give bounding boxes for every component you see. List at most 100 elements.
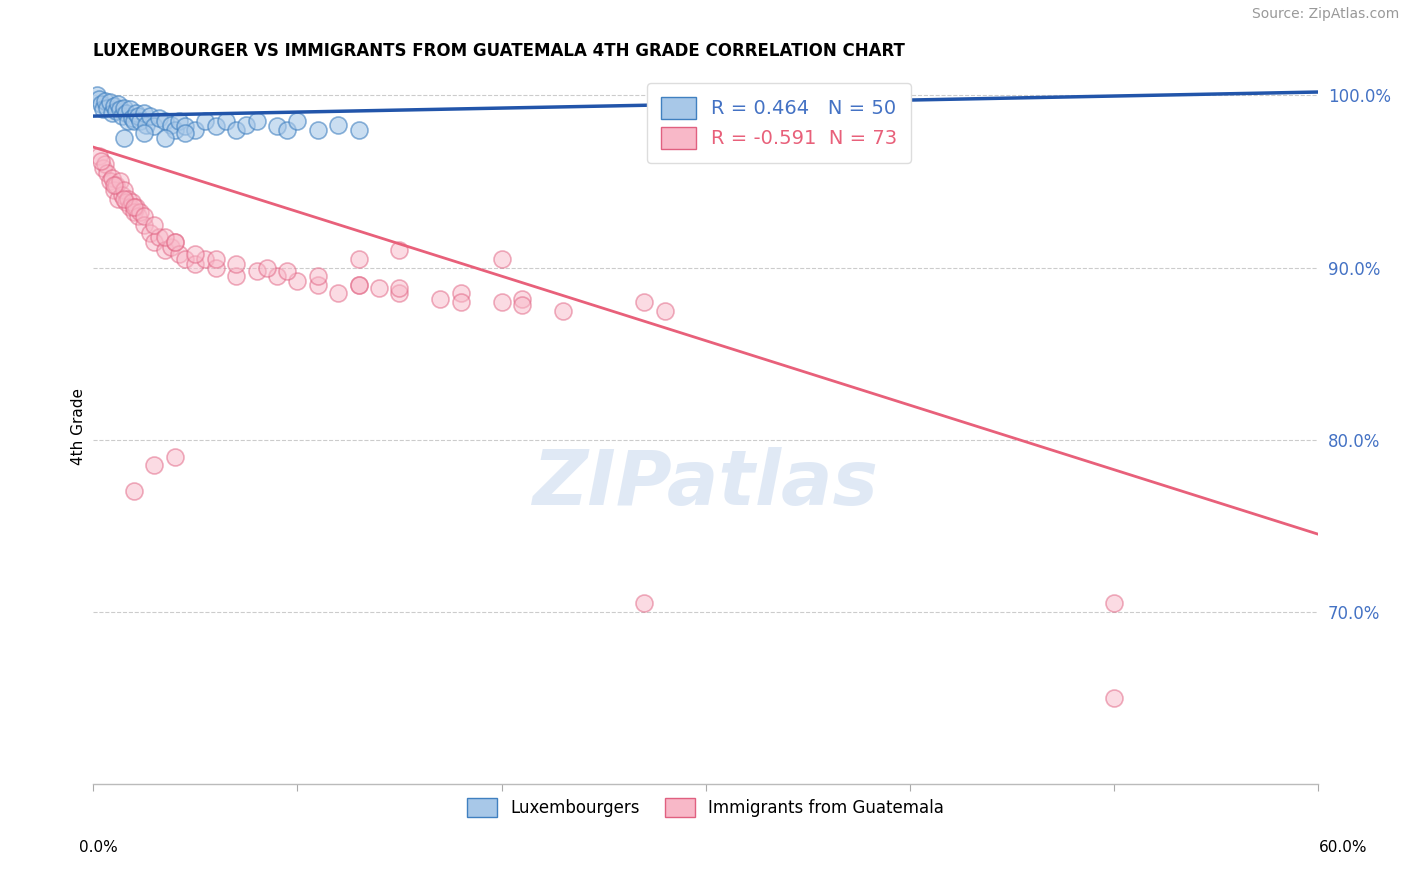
Point (429, 292, 451, 306)
Point (98, 174, 121, 188)
Point (127, 209, 149, 223)
Text: Source: ZipAtlas.com: Source: ZipAtlas.com (1251, 7, 1399, 21)
Point (127, 109, 149, 123)
Point (112, 131, 135, 145)
Point (121, 195, 143, 210)
Point (266, 120, 288, 134)
Point (184, 246, 207, 260)
Point (98, 95, 121, 110)
Point (245, 264, 267, 278)
Text: LUXEMBOURGER VS IMMIGRANTS FROM GUATEMALA 4TH GRADE CORRELATION CHART: LUXEMBOURGER VS IMMIGRANTS FROM GUATEMAL… (93, 42, 905, 60)
Point (328, 286, 350, 301)
Point (347, 277, 370, 292)
Point (368, 281, 391, 295)
Point (111, 109, 134, 123)
Point (104, 178, 127, 192)
Point (194, 114, 217, 128)
Point (129, 205, 152, 219)
Point (139, 226, 162, 240)
Point (204, 252, 226, 266)
Point (307, 269, 329, 284)
Point (204, 120, 226, 134)
Point (159, 118, 181, 132)
Point (276, 264, 298, 278)
Text: 60.0%: 60.0% (1319, 840, 1367, 855)
Point (204, 260, 226, 275)
Point (135, 118, 157, 132)
Point (167, 246, 190, 260)
Point (163, 450, 186, 464)
Point (115, 195, 138, 210)
Point (96, 166, 118, 180)
Point (153, 131, 176, 145)
Point (256, 260, 278, 275)
Point (266, 269, 288, 284)
Point (112, 183, 135, 197)
Point (96, 101, 118, 115)
Point (86, 88, 108, 103)
Point (139, 109, 162, 123)
Point (510, 298, 533, 312)
Point (122, 114, 145, 128)
Point (225, 123, 247, 137)
Point (450, 294, 472, 309)
Point (134, 209, 156, 223)
Point (307, 277, 329, 292)
Point (94, 157, 117, 171)
Point (112, 192, 135, 206)
Point (633, 294, 655, 309)
Point (654, 303, 676, 318)
Point (245, 114, 267, 128)
Point (111, 188, 134, 202)
Point (108, 102, 131, 116)
Point (838, 131, 860, 145)
Point (184, 123, 207, 137)
Point (104, 103, 127, 118)
Point (153, 229, 176, 244)
Point (388, 281, 411, 295)
Point (285, 274, 308, 288)
Point (107, 192, 129, 206)
Point (93, 161, 115, 175)
Point (89, 92, 111, 106)
Point (328, 118, 350, 132)
Point (153, 114, 176, 128)
Point (103, 99, 125, 113)
Point (117, 192, 139, 206)
Y-axis label: 4th Grade: 4th Grade (72, 388, 86, 466)
Point (388, 244, 411, 258)
Point (276, 123, 298, 137)
Point (163, 235, 186, 249)
Point (225, 257, 247, 271)
Point (89, 149, 111, 163)
Point (108, 174, 131, 188)
Point (134, 126, 156, 140)
Point (347, 277, 370, 292)
Point (388, 286, 411, 301)
Point (285, 114, 308, 128)
Point (347, 123, 370, 137)
Point (184, 257, 207, 271)
Point (215, 114, 238, 128)
Point (163, 123, 186, 137)
Point (148, 229, 170, 244)
Point (174, 126, 197, 140)
Point (633, 596, 655, 610)
Point (118, 102, 141, 116)
Point (347, 252, 370, 266)
Point (122, 484, 145, 499)
Point (167, 114, 190, 128)
Point (491, 252, 513, 266)
Point (143, 120, 166, 134)
Point (551, 303, 574, 318)
Point (143, 218, 166, 232)
Point (153, 244, 176, 258)
Point (148, 111, 170, 125)
Point (118, 200, 141, 214)
Point (491, 294, 513, 309)
Point (129, 114, 152, 128)
Point (450, 286, 472, 301)
Point (100, 105, 122, 120)
Text: 0.0%: 0.0% (79, 840, 118, 855)
Point (1102, 596, 1125, 610)
